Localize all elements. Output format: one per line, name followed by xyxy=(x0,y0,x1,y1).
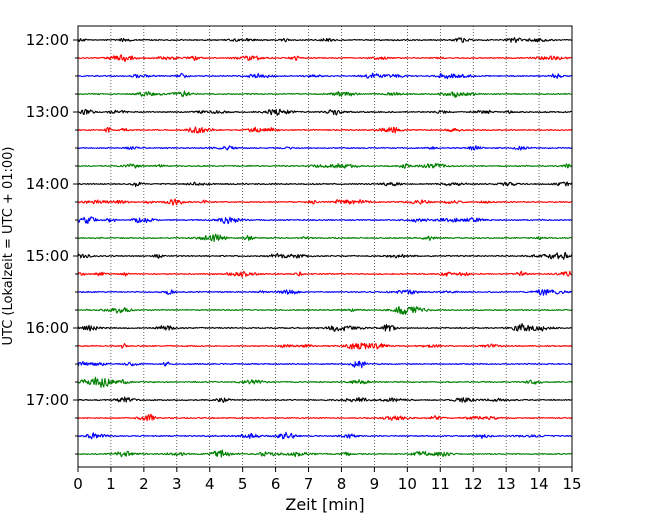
trace-1730 xyxy=(77,431,573,440)
y-tick-label-1700: 17:00 xyxy=(26,391,69,409)
x-tick-label-10: 10 xyxy=(398,475,417,493)
trace-1600 xyxy=(77,323,573,332)
trace-1715 xyxy=(77,413,573,422)
x-tick-label-14: 14 xyxy=(530,475,549,493)
trace-1245 xyxy=(77,90,573,99)
y-ticks: 12:00 13:00 14:00 15:00 16:00 17:00 xyxy=(26,31,78,455)
x-tick-label-8: 8 xyxy=(337,475,347,493)
trace-1315 xyxy=(77,126,573,134)
trace-1345 xyxy=(77,162,573,169)
trace-1530 xyxy=(77,288,573,296)
y-tick-label-1300: 13:00 xyxy=(26,103,69,121)
x-ticks: 0 1 2 3 4 5 6 7 8 9 10 11 12 13 14 15 xyxy=(73,467,582,493)
x-tick-label-7: 7 xyxy=(304,475,314,493)
trace-1500 xyxy=(77,251,573,260)
x-tick-label-15: 15 xyxy=(562,475,581,493)
trace-1745 xyxy=(77,449,573,458)
trace-1215 xyxy=(77,54,573,63)
x-tick-label-2: 2 xyxy=(139,475,149,493)
trace-1415 xyxy=(77,198,573,206)
x-tick-label-0: 0 xyxy=(73,475,83,493)
y-tick-label-1500: 15:00 xyxy=(26,247,69,265)
x-axis-label: Zeit [min] xyxy=(285,495,364,514)
x-tick-label-5: 5 xyxy=(238,475,248,493)
trace-1630 xyxy=(77,360,573,369)
x-tick-label-13: 13 xyxy=(497,475,516,493)
x-tick-label-9: 9 xyxy=(370,475,380,493)
x-tick-label-6: 6 xyxy=(271,475,281,493)
y-tick-label-1400: 14:00 xyxy=(26,175,69,193)
trace-1330 xyxy=(77,145,573,151)
x-tick-label-3: 3 xyxy=(172,475,182,493)
trace-1230 xyxy=(77,72,573,80)
trace-1645 xyxy=(77,376,573,388)
plot-frame xyxy=(77,25,573,468)
trace-1615 xyxy=(77,342,573,350)
trace-1515 xyxy=(77,270,573,278)
trace-1300 xyxy=(77,108,573,116)
traces-layer xyxy=(77,37,573,458)
trace-1200 xyxy=(77,37,573,44)
x-tick-label-12: 12 xyxy=(464,475,483,493)
x-tick-label-4: 4 xyxy=(205,475,215,493)
trace-1545 xyxy=(77,306,573,315)
y-tick-label-1200: 12:00 xyxy=(26,31,69,49)
trace-1700 xyxy=(77,396,573,403)
x-tick-label-1: 1 xyxy=(106,475,116,493)
trace-1445 xyxy=(77,233,573,243)
trace-1430 xyxy=(77,216,573,225)
y-tick-label-1600: 16:00 xyxy=(26,319,69,337)
y-axis-label: UTC (Lokalzeit = UTC + 01:00) xyxy=(1,147,16,346)
trace-1400 xyxy=(77,181,573,188)
x-tick-label-11: 11 xyxy=(431,475,450,493)
